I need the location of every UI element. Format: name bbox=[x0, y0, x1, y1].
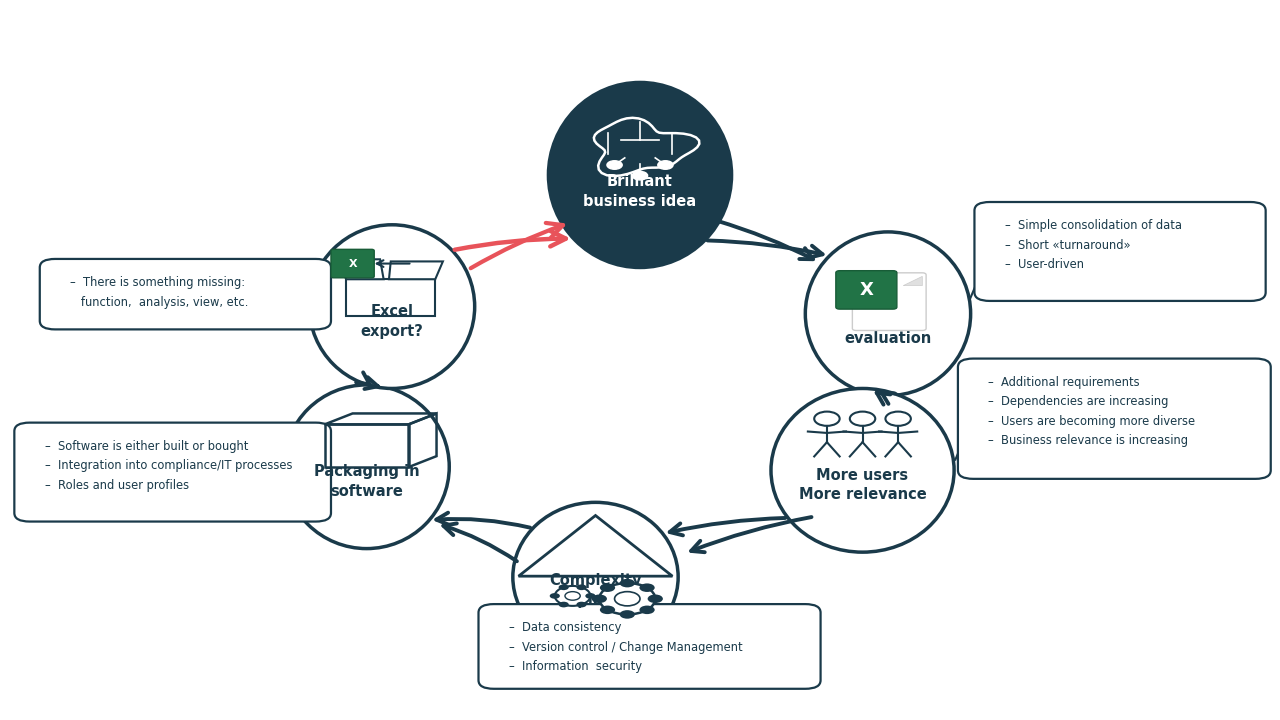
Circle shape bbox=[576, 602, 586, 608]
FancyBboxPatch shape bbox=[40, 259, 332, 329]
Ellipse shape bbox=[310, 225, 475, 389]
Circle shape bbox=[620, 579, 635, 588]
FancyBboxPatch shape bbox=[852, 273, 927, 330]
Circle shape bbox=[554, 586, 590, 606]
Polygon shape bbox=[337, 259, 384, 279]
Text: Excel
export?: Excel export? bbox=[361, 304, 424, 338]
Circle shape bbox=[549, 593, 559, 599]
FancyBboxPatch shape bbox=[974, 202, 1266, 301]
FancyBboxPatch shape bbox=[332, 249, 374, 278]
Circle shape bbox=[614, 592, 640, 606]
FancyBboxPatch shape bbox=[836, 271, 897, 309]
Circle shape bbox=[658, 161, 673, 169]
Ellipse shape bbox=[805, 232, 970, 395]
Text: Complexity
explodes: Complexity explodes bbox=[549, 573, 641, 608]
Circle shape bbox=[640, 583, 654, 592]
Circle shape bbox=[558, 602, 568, 608]
Ellipse shape bbox=[284, 385, 449, 549]
Text: More users
More relevance: More users More relevance bbox=[799, 467, 927, 503]
Circle shape bbox=[600, 606, 616, 614]
Circle shape bbox=[620, 610, 635, 618]
Polygon shape bbox=[389, 261, 443, 279]
Circle shape bbox=[591, 595, 607, 603]
Circle shape bbox=[576, 585, 586, 590]
Polygon shape bbox=[904, 276, 923, 286]
Text: X: X bbox=[348, 258, 357, 269]
Text: –  There is something missing:
   function,  analysis, view, etc.: – There is something missing: function, … bbox=[70, 276, 248, 309]
Circle shape bbox=[558, 585, 568, 590]
FancyBboxPatch shape bbox=[14, 423, 332, 521]
Text: Brilliant
business idea: Brilliant business idea bbox=[584, 174, 696, 209]
Text: –  Simple consolidation of data
–  Short «turnaround»
–  User-driven: – Simple consolidation of data – Short «… bbox=[1005, 219, 1181, 271]
Circle shape bbox=[564, 592, 580, 600]
FancyBboxPatch shape bbox=[479, 604, 820, 689]
Ellipse shape bbox=[513, 503, 678, 652]
Ellipse shape bbox=[771, 389, 954, 552]
Circle shape bbox=[600, 583, 616, 592]
Circle shape bbox=[607, 161, 622, 169]
FancyBboxPatch shape bbox=[957, 359, 1271, 479]
Ellipse shape bbox=[548, 83, 732, 268]
Text: Excel
evaluation: Excel evaluation bbox=[845, 311, 932, 346]
Circle shape bbox=[585, 593, 595, 599]
Circle shape bbox=[640, 606, 654, 614]
Circle shape bbox=[599, 583, 655, 614]
Text: Packaging in
software: Packaging in software bbox=[314, 464, 420, 499]
Circle shape bbox=[648, 595, 663, 603]
Circle shape bbox=[632, 171, 648, 180]
Text: –  Software is either built or bought
–  Integration into compliance/IT processe: – Software is either built or bought – I… bbox=[45, 440, 292, 492]
Text: X: X bbox=[859, 281, 873, 299]
Text: –  Additional requirements
–  Dependencies are increasing
–  Users are becoming : – Additional requirements – Dependencies… bbox=[988, 376, 1196, 447]
Text: –  Data consistency
–  Version control / Change Management
–  Information  secur: – Data consistency – Version control / C… bbox=[509, 621, 742, 673]
